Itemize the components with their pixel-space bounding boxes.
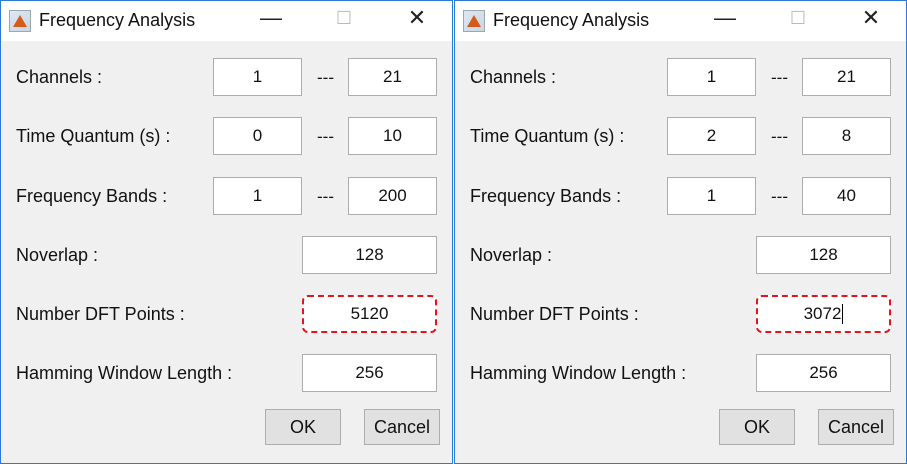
channels-from-input[interactable]: 1 bbox=[213, 58, 302, 96]
time-from-input[interactable]: 2 bbox=[667, 117, 756, 155]
freq-to-input[interactable]: 40 bbox=[802, 177, 891, 215]
dft-value: 3072 bbox=[803, 304, 842, 323]
ok-button[interactable]: OK bbox=[265, 409, 341, 445]
range-separator: --- bbox=[317, 187, 334, 206]
hamming-label: Hamming Window Length : bbox=[16, 363, 233, 383]
dft-input[interactable]: 3072 bbox=[756, 295, 891, 333]
time-to-input[interactable]: 8 bbox=[802, 117, 891, 155]
matlab-icon bbox=[9, 10, 31, 32]
range-separator: --- bbox=[317, 68, 334, 87]
time-label: Time Quantum (s) : bbox=[470, 126, 625, 146]
noverlap-label: Noverlap : bbox=[16, 245, 99, 265]
range-separator: --- bbox=[771, 127, 788, 146]
channels-label: Channels : bbox=[16, 67, 103, 87]
dialog-window: Frequency Analysis — ☐ ✕ Channels : 1 ---… bbox=[0, 0, 453, 464]
maximize-button[interactable]: ☐ bbox=[335, 8, 353, 28]
noverlap-value: 128 bbox=[355, 245, 384, 264]
cancel-button[interactable]: Cancel bbox=[364, 409, 440, 445]
channels-to-input[interactable]: 21 bbox=[348, 58, 437, 96]
matlab-icon bbox=[463, 10, 485, 32]
channels-label: Channels : bbox=[470, 67, 557, 87]
window-title: Frequency Analysis bbox=[493, 10, 650, 30]
hamming-label: Hamming Window Length : bbox=[470, 363, 687, 383]
ok-button[interactable]: OK bbox=[719, 409, 795, 445]
close-button[interactable]: ✕ bbox=[407, 5, 427, 30]
maximize-button[interactable]: ☐ bbox=[789, 8, 807, 28]
channels-to-input[interactable]: 21 bbox=[802, 58, 891, 96]
dialog-window: Frequency Analysis — ☐ ✕ Channels : 1 ---… bbox=[454, 0, 907, 464]
title-bar: Frequency Analysis — ☐ ✕ bbox=[455, 1, 906, 41]
noverlap-label: Noverlap : bbox=[470, 245, 553, 265]
minimize-button[interactable]: — bbox=[714, 5, 736, 30]
hamming-value: 256 bbox=[355, 363, 384, 382]
title-bar: Frequency Analysis — ☐ ✕ bbox=[1, 1, 452, 41]
hamming-input[interactable]: 256 bbox=[302, 354, 437, 392]
close-button[interactable]: ✕ bbox=[861, 5, 881, 30]
freq-from-input[interactable]: 1 bbox=[667, 177, 756, 215]
cancel-button[interactable]: Cancel bbox=[818, 409, 894, 445]
range-separator: --- bbox=[317, 127, 334, 146]
dft-value: 5120 bbox=[350, 304, 389, 323]
noverlap-input[interactable]: 128 bbox=[756, 236, 891, 274]
freq-label: Frequency Bands : bbox=[16, 186, 168, 206]
time-to-input[interactable]: 10 bbox=[348, 117, 437, 155]
hamming-input[interactable]: 256 bbox=[756, 354, 891, 392]
window-title: Frequency Analysis bbox=[39, 10, 196, 30]
noverlap-input[interactable]: 128 bbox=[302, 236, 437, 274]
dft-input[interactable]: 5120 bbox=[302, 295, 437, 333]
channels-from-input[interactable]: 1 bbox=[667, 58, 756, 96]
minimize-button[interactable]: — bbox=[260, 5, 282, 30]
range-separator: --- bbox=[771, 68, 788, 87]
freq-label: Frequency Bands : bbox=[470, 186, 622, 206]
range-separator: --- bbox=[771, 187, 788, 206]
dft-label: Number DFT Points : bbox=[470, 304, 639, 324]
freq-to-input[interactable]: 200 bbox=[348, 177, 437, 215]
hamming-value: 256 bbox=[809, 363, 838, 382]
time-label: Time Quantum (s) : bbox=[16, 126, 171, 146]
noverlap-value: 128 bbox=[809, 245, 838, 264]
dft-label: Number DFT Points : bbox=[16, 304, 185, 324]
time-from-input[interactable]: 0 bbox=[213, 117, 302, 155]
freq-from-input[interactable]: 1 bbox=[213, 177, 302, 215]
text-cursor bbox=[842, 304, 844, 324]
